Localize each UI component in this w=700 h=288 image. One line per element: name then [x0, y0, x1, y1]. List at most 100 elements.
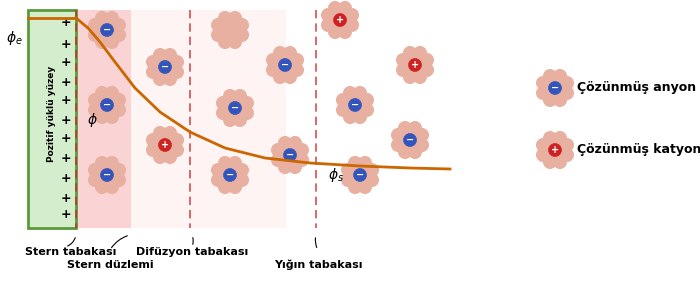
- Text: +: +: [61, 94, 71, 107]
- Circle shape: [113, 94, 125, 107]
- Circle shape: [349, 98, 361, 111]
- Circle shape: [153, 73, 167, 86]
- Circle shape: [234, 90, 246, 103]
- Circle shape: [171, 143, 183, 156]
- Circle shape: [398, 145, 412, 158]
- Circle shape: [113, 29, 125, 41]
- Circle shape: [358, 181, 372, 194]
- Circle shape: [536, 149, 550, 162]
- Circle shape: [284, 47, 296, 60]
- Text: +: +: [61, 37, 71, 50]
- Text: −: −: [103, 170, 111, 180]
- Circle shape: [164, 49, 176, 62]
- Circle shape: [235, 173, 248, 186]
- Circle shape: [339, 1, 351, 14]
- Text: −: −: [161, 62, 169, 72]
- Circle shape: [211, 29, 225, 41]
- Text: +: +: [551, 145, 559, 155]
- Circle shape: [146, 143, 160, 156]
- Circle shape: [339, 26, 351, 39]
- Circle shape: [113, 103, 125, 116]
- Text: Difüzyon tabakası: Difüzyon tabakası: [136, 247, 248, 257]
- Circle shape: [554, 156, 566, 168]
- Circle shape: [321, 9, 335, 22]
- Circle shape: [416, 139, 428, 151]
- Text: −: −: [103, 100, 111, 110]
- Circle shape: [228, 101, 242, 114]
- Circle shape: [164, 126, 176, 139]
- Circle shape: [146, 56, 160, 69]
- Circle shape: [421, 63, 433, 76]
- Circle shape: [158, 139, 172, 151]
- Circle shape: [365, 173, 379, 186]
- Circle shape: [218, 181, 232, 194]
- Circle shape: [333, 14, 346, 26]
- Circle shape: [404, 71, 416, 84]
- Circle shape: [96, 87, 108, 100]
- Circle shape: [354, 168, 367, 181]
- Circle shape: [218, 35, 232, 48]
- Circle shape: [228, 12, 242, 24]
- Text: +: +: [61, 113, 71, 126]
- Circle shape: [358, 157, 372, 170]
- Circle shape: [354, 87, 366, 100]
- Text: Stern düzlemi: Stern düzlemi: [66, 260, 153, 270]
- Circle shape: [113, 18, 125, 31]
- Circle shape: [153, 49, 167, 62]
- Circle shape: [279, 137, 291, 149]
- Text: −: −: [103, 25, 111, 35]
- Circle shape: [342, 164, 354, 177]
- Text: +: +: [61, 192, 71, 204]
- Text: −: −: [226, 170, 234, 180]
- Circle shape: [403, 134, 416, 147]
- Circle shape: [344, 111, 356, 124]
- Circle shape: [337, 103, 349, 116]
- Bar: [131, 10, 286, 228]
- Text: $\phi_s$: $\phi_s$: [328, 166, 344, 184]
- Circle shape: [101, 24, 113, 37]
- Text: +: +: [61, 75, 71, 88]
- Circle shape: [290, 63, 304, 76]
- Circle shape: [421, 54, 433, 67]
- Circle shape: [216, 107, 230, 120]
- Circle shape: [216, 96, 230, 109]
- Circle shape: [228, 35, 242, 48]
- Circle shape: [106, 12, 118, 24]
- Bar: [28, 10, 76, 228]
- Circle shape: [295, 143, 309, 156]
- Circle shape: [398, 122, 412, 134]
- Circle shape: [235, 29, 248, 41]
- Text: +: +: [61, 132, 71, 145]
- Circle shape: [288, 137, 302, 149]
- Circle shape: [146, 134, 160, 147]
- Circle shape: [101, 168, 113, 181]
- Circle shape: [113, 173, 125, 186]
- Circle shape: [409, 145, 421, 158]
- Text: +: +: [61, 171, 71, 185]
- Circle shape: [223, 90, 237, 103]
- Circle shape: [554, 132, 566, 145]
- Circle shape: [346, 18, 358, 31]
- Circle shape: [211, 173, 225, 186]
- Circle shape: [279, 160, 291, 173]
- Text: $\phi$: $\phi$: [87, 111, 97, 129]
- Circle shape: [228, 157, 242, 170]
- Circle shape: [337, 94, 349, 107]
- Circle shape: [328, 1, 342, 14]
- Circle shape: [96, 12, 108, 24]
- Text: +: +: [336, 15, 344, 25]
- Circle shape: [113, 164, 125, 177]
- Circle shape: [295, 154, 309, 166]
- Circle shape: [365, 164, 379, 177]
- Text: +: +: [61, 56, 71, 69]
- Circle shape: [404, 47, 416, 60]
- Circle shape: [153, 126, 167, 139]
- Circle shape: [211, 164, 225, 177]
- Circle shape: [349, 157, 361, 170]
- Circle shape: [235, 18, 248, 31]
- Circle shape: [391, 128, 405, 141]
- Circle shape: [279, 58, 291, 71]
- Text: +: +: [61, 151, 71, 164]
- Circle shape: [96, 35, 108, 48]
- Circle shape: [241, 96, 253, 109]
